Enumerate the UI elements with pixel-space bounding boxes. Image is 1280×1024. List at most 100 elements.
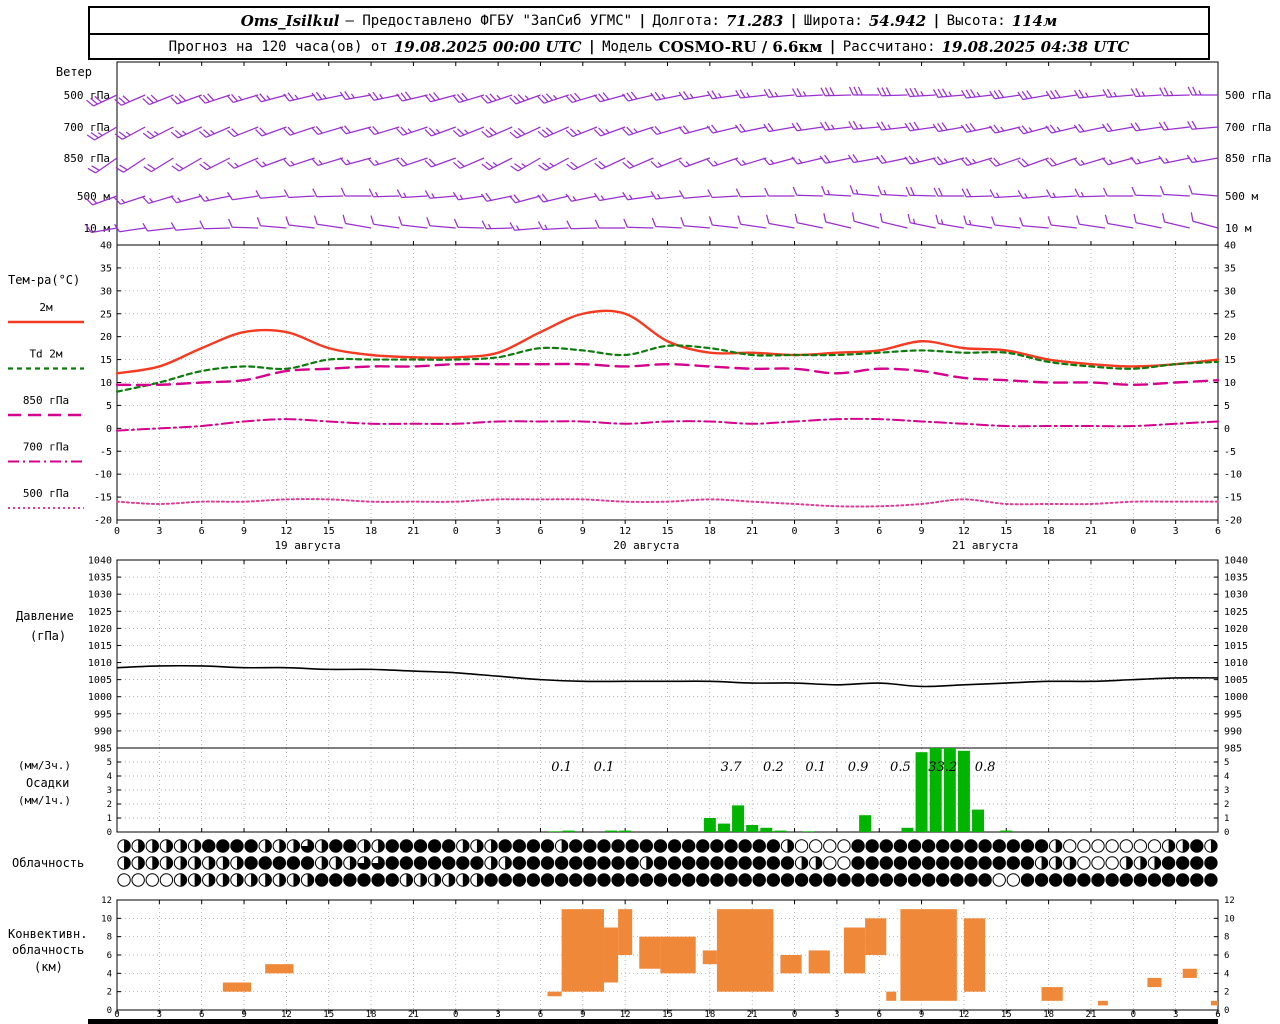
svg-text:15: 15 — [323, 1010, 334, 1020]
svg-text:12: 12 — [1224, 896, 1235, 906]
svg-text:0: 0 — [1224, 424, 1230, 435]
svg-text:3: 3 — [157, 1010, 162, 1020]
cloud-row-0 — [117, 839, 1218, 853]
precip-bars — [548, 748, 1013, 832]
svg-text:Давление: Давление — [16, 609, 74, 623]
separator: | — [932, 12, 941, 29]
temp-series-2 — [115, 362, 1220, 387]
svg-text:30: 30 — [1224, 286, 1236, 297]
svg-text:6: 6 — [1215, 1010, 1220, 1020]
svg-text:0.8: 0.8 — [975, 760, 996, 775]
temp-legend: Тем-ра(°C) 2м Td 2м 850 гПа 700 гПа 500 гПа — [8, 273, 84, 509]
longitude-value: 71.283 — [725, 11, 784, 30]
svg-text:0: 0 — [792, 526, 798, 537]
svg-text:Тем-ра(°C): Тем-ра(°C) — [8, 273, 80, 287]
svg-text:25: 25 — [100, 309, 112, 320]
svg-text:0: 0 — [106, 424, 112, 435]
convective-label: Конвективн. облачность (км) — [8, 927, 87, 974]
svg-text:3: 3 — [834, 526, 840, 537]
svg-text:0: 0 — [107, 828, 112, 838]
station-name: Oms_Isilkul — [240, 11, 340, 30]
svg-text:12: 12 — [101, 896, 112, 906]
header: Oms_Isilkul — Предоставлено ФГБУ "ЗапСиб… — [88, 6, 1210, 60]
svg-text:1025: 1025 — [1224, 607, 1248, 618]
svg-text:1010: 1010 — [1224, 658, 1248, 669]
svg-text:850 гПа: 850 гПа — [23, 394, 69, 407]
temp-series-4 — [116, 498, 1219, 508]
svg-text:0: 0 — [453, 526, 459, 537]
svg-text:4: 4 — [107, 969, 112, 979]
svg-text:12: 12 — [958, 526, 970, 537]
svg-text:2: 2 — [107, 988, 112, 998]
svg-text:-10: -10 — [1224, 470, 1242, 481]
svg-text:20 августа: 20 августа — [613, 539, 679, 552]
wind-barbs-row-1 — [86, 120, 1219, 141]
svg-text:21: 21 — [1085, 526, 1097, 537]
svg-text:18: 18 — [365, 526, 377, 537]
svg-text:6: 6 — [107, 951, 112, 961]
svg-text:0: 0 — [107, 1006, 112, 1016]
svg-text:10: 10 — [101, 914, 112, 924]
svg-text:-20: -20 — [1224, 516, 1242, 527]
svg-text:1040: 1040 — [1224, 556, 1248, 567]
svg-text:(гПа): (гПа) — [30, 629, 66, 643]
svg-text:9: 9 — [580, 1010, 585, 1020]
svg-text:-15: -15 — [1224, 493, 1242, 504]
svg-text:0: 0 — [453, 1010, 458, 1020]
svg-text:12: 12 — [619, 526, 631, 537]
svg-text:15: 15 — [323, 526, 335, 537]
svg-text:15: 15 — [1224, 355, 1236, 366]
svg-text:3: 3 — [495, 526, 501, 537]
temp-series-1 — [115, 344, 1220, 393]
svg-text:-10: -10 — [94, 470, 112, 481]
temp-x-axis: 0 3 6 9 12 15 18 21 0 3 6 9 12 15 18 21 0 3 6 9 12 15 18 21 0 3 6 1… — [114, 526, 1221, 552]
svg-text:1025: 1025 — [88, 607, 112, 618]
svg-text:0: 0 — [1130, 526, 1136, 537]
calc-label: Рассчитано: — [842, 38, 936, 55]
svg-text:21 августа: 21 августа — [952, 539, 1018, 552]
svg-text:12: 12 — [620, 1010, 631, 1020]
svg-text:500 м: 500 м — [77, 190, 110, 203]
svg-text:1030: 1030 — [88, 590, 112, 601]
svg-text:18: 18 — [1043, 1010, 1054, 1020]
svg-text:995: 995 — [94, 709, 112, 720]
svg-text:0: 0 — [792, 1010, 797, 1020]
altitude-label: Высота: — [946, 12, 1006, 29]
forecast-prefix: Прогноз на 120 часа(ов) от — [168, 38, 388, 55]
svg-text:1020: 1020 — [1224, 624, 1248, 635]
svg-text:-5: -5 — [1224, 447, 1236, 458]
svg-text:1015: 1015 — [88, 641, 112, 652]
svg-text:15: 15 — [662, 1010, 673, 1020]
latitude-value: 54.942 — [868, 11, 927, 30]
svg-text:6: 6 — [538, 1010, 543, 1020]
temp-series-0 — [115, 309, 1220, 375]
convective-panel: 0 0 2 2 4 4 6 6 8 8 10 10 12 12 — [101, 896, 1235, 1016]
svg-text:3: 3 — [495, 1010, 500, 1020]
svg-text:20: 20 — [1224, 332, 1236, 343]
svg-text:1040: 1040 — [88, 556, 112, 567]
svg-text:10 м: 10 м — [1225, 222, 1252, 235]
separator: | — [638, 12, 647, 29]
bottom-bar — [88, 1019, 1218, 1024]
svg-text:15: 15 — [100, 355, 112, 366]
svg-text:10 м: 10 м — [84, 222, 111, 235]
svg-text:3: 3 — [107, 786, 112, 796]
model-value: COSMO-RU / 6.6км — [658, 37, 823, 56]
provider-text: — Предоставлено ФГБУ "ЗапСиб УГМС" — [345, 12, 633, 29]
svg-text:3: 3 — [1224, 786, 1229, 796]
svg-text:2: 2 — [107, 800, 112, 810]
svg-text:6: 6 — [877, 1010, 882, 1020]
svg-text:0: 0 — [1224, 1006, 1229, 1016]
svg-text:20: 20 — [100, 332, 112, 343]
svg-text:8: 8 — [107, 933, 112, 943]
bottom-x-axis: 0 3 6 9 12 15 18 21 0 3 6 9 12 15 18 21 0 3 6 9 12 15 18 21 0 3 6 — [88, 1010, 1221, 1024]
altitude-value: 114м — [1011, 11, 1058, 30]
svg-text:4: 4 — [107, 772, 112, 782]
svg-text:1030: 1030 — [1224, 590, 1248, 601]
svg-text:35: 35 — [1224, 263, 1236, 274]
svg-text:25: 25 — [1224, 309, 1236, 320]
svg-text:1005: 1005 — [88, 675, 112, 686]
svg-text:1010: 1010 — [88, 658, 112, 669]
